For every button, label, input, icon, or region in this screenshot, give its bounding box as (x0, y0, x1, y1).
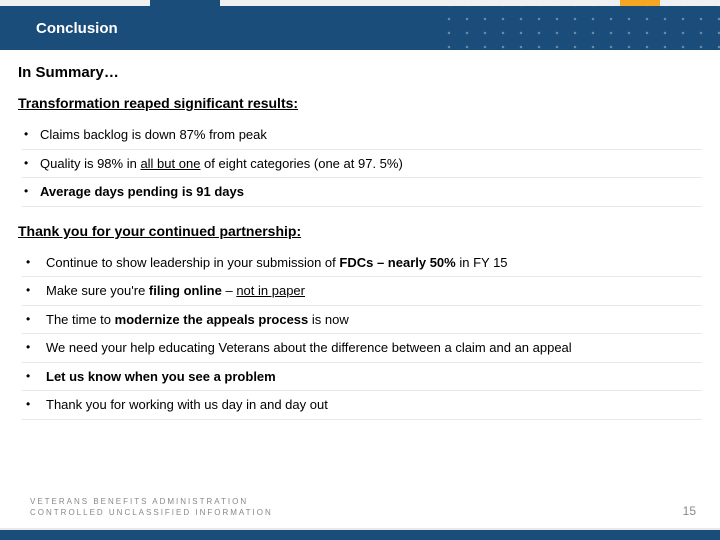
list-item: Claims backlog is down 87% from peak (22, 121, 702, 150)
list-item: We need your help educating Veterans abo… (22, 334, 702, 363)
section1-list: Claims backlog is down 87% from peakQual… (18, 121, 702, 207)
slide-content: In Summary… Transformation reaped signif… (0, 50, 720, 420)
section2-list: Continue to show leadership in your subm… (18, 249, 702, 420)
footer-classification: VETERANS BENEFITS ADMINISTRATION CONTROL… (30, 496, 273, 518)
list-item: Quality is 98% in all but one of eight c… (22, 150, 702, 179)
list-item: The time to modernize the appeals proces… (22, 306, 702, 335)
list-item: Continue to show leadership in your subm… (22, 249, 702, 278)
list-item: Thank you for working with us day in and… (22, 391, 702, 420)
page-number: 15 (683, 504, 696, 518)
footer-line1: VETERANS BENEFITS ADMINISTRATION (30, 496, 273, 507)
header-title: Conclusion (36, 20, 118, 37)
list-item: Make sure you're filing online – not in … (22, 277, 702, 306)
list-item: Average days pending is 91 days (22, 178, 702, 207)
section2-heading: Thank you for your continued partnership… (18, 223, 702, 239)
section1-heading: Transformation reaped significant result… (18, 95, 702, 111)
summary-title: In Summary… (18, 64, 702, 81)
bottom-bar (0, 530, 720, 540)
header-bar: Conclusion (0, 6, 720, 50)
footer-line2: CONTROLLED UNCLASSIFIED INFORMATION (30, 507, 273, 518)
list-item: Let us know when you see a problem (22, 363, 702, 392)
header-stars-pattern (440, 6, 720, 50)
